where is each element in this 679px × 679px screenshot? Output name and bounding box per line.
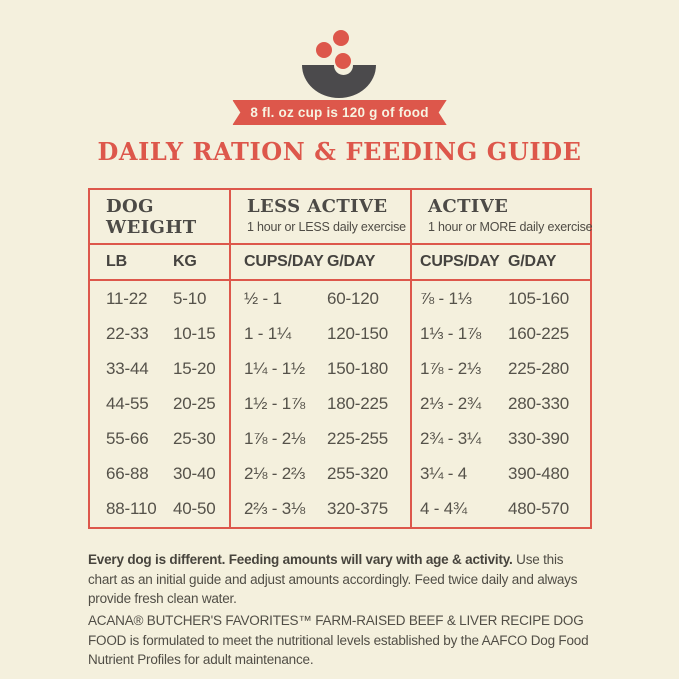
group-title: ACTIVE	[428, 196, 509, 217]
feeding-table: DOG WEIGHT LESS ACTIVE 1 hour or LESS da…	[88, 188, 593, 529]
table-cell: 88-110	[106, 499, 157, 519]
table-cell: 150-180	[327, 358, 388, 378]
group-subtitle: 1 hour or MORE daily exercise	[428, 219, 593, 234]
cup-measure-label: 8 fl. oz cup is 120 g of food	[250, 105, 429, 120]
feeding-advice-rest: Use this chart as an initial guide and a…	[88, 552, 578, 606]
table-cell: 1⅞ - 2⅛	[229, 421, 317, 457]
table-cell: 66-88	[106, 464, 149, 484]
column-group-dog-weight: DOG WEIGHT	[90, 190, 229, 245]
feeding-advice-note: Every dog is different. Feeding amounts …	[88, 550, 593, 609]
table-cell: 2⅛ - 2⅔	[229, 456, 317, 492]
table-cell: 390-480	[508, 464, 569, 484]
table-cell: 40-50	[173, 499, 216, 519]
column-header-cups-day: CUPS/DAY	[229, 245, 324, 281]
column-header-g-day: G/DAY	[317, 245, 410, 281]
table-cell: 120-150	[327, 323, 388, 343]
table-cell: 1⅞ - 2⅓	[410, 351, 500, 387]
table-cell: 225-255	[327, 429, 388, 449]
cup-measure-ribbon: 8 fl. oz cup is 120 g of food	[232, 100, 446, 125]
column-group-active: ACTIVE 1 hour or MORE daily exercise	[410, 190, 593, 245]
table-cell: 180-225	[327, 393, 388, 413]
table-cell: 480-570	[508, 499, 569, 519]
group-subtitle: 1 hour or LESS daily exercise	[247, 219, 406, 234]
table-cell: 10-15	[173, 323, 216, 343]
dog-bowl-illustration	[0, 0, 679, 100]
table-cell: 20-25	[173, 393, 216, 413]
table-cell: 2¾ - 3¼	[410, 421, 500, 457]
table-cell: 320-375	[327, 499, 388, 519]
table-cell: 11-22	[106, 288, 148, 308]
table-cell: 3¼ - 4	[410, 456, 500, 492]
group-title: DOG WEIGHT	[106, 196, 197, 238]
table-cell: 330-390	[508, 429, 569, 449]
table-cell: 5-10	[173, 288, 207, 308]
table-cell: 2⅔ - 3⅛	[229, 491, 317, 527]
kibble-dot-icon	[335, 53, 351, 69]
table-cell: 160-225	[508, 323, 569, 343]
kibble-dot-icon	[316, 42, 332, 58]
table-cell: ½ - 1	[229, 281, 317, 317]
table-cell: 55-66	[106, 429, 149, 449]
table-cell: 1¼ - 1½	[229, 351, 317, 387]
table-cell: 1⅓ - 1⅞	[410, 316, 500, 352]
page-title: DAILY RATION & FEEDING GUIDE	[97, 137, 582, 166]
column-header-lb: LB	[90, 245, 158, 281]
table-cell: 280-330	[508, 393, 569, 413]
table-cell: 30-40	[173, 464, 216, 484]
table-cell: 2⅓ - 2¾	[410, 386, 500, 422]
table-cell: 33-44	[106, 358, 149, 378]
table-cell: 1½ - 1⅞	[229, 386, 317, 422]
table-cell: 15-20	[173, 358, 216, 378]
table-cell: 105-160	[508, 288, 569, 308]
column-header-cups-day: CUPS/DAY	[410, 245, 500, 281]
kibble-dot-icon	[333, 30, 349, 46]
table-cell: 22-33	[106, 323, 149, 343]
column-header-kg: KG	[158, 245, 229, 281]
table-cell: ⅞ - 1⅓	[410, 281, 500, 317]
table-cell: 60-120	[327, 288, 379, 308]
aafco-statement: ACANA® BUTCHER'S FAVORITES™ FARM-RAISED …	[88, 611, 593, 670]
table-cell: 4 - 4¾	[410, 491, 500, 527]
table-cell: 44-55	[106, 393, 149, 413]
table-cell: 255-320	[327, 464, 388, 484]
product-name: ACANA® BUTCHER'S FAVORITES™ FARM-RAISED …	[88, 613, 584, 648]
column-header-g-day: G/DAY	[500, 245, 590, 281]
table-cell: 225-280	[508, 358, 569, 378]
column-group-less-active: LESS ACTIVE 1 hour or LESS daily exercis…	[229, 190, 410, 245]
group-title: LESS ACTIVE	[247, 196, 388, 217]
table-cell: 1 - 1¼	[229, 316, 317, 352]
feeding-advice-bold: Every dog is different. Feeding amounts …	[88, 552, 513, 567]
aafco-statement-rest: is formulated to meet the nutritional le…	[88, 632, 589, 668]
table-cell: 25-30	[173, 429, 216, 449]
